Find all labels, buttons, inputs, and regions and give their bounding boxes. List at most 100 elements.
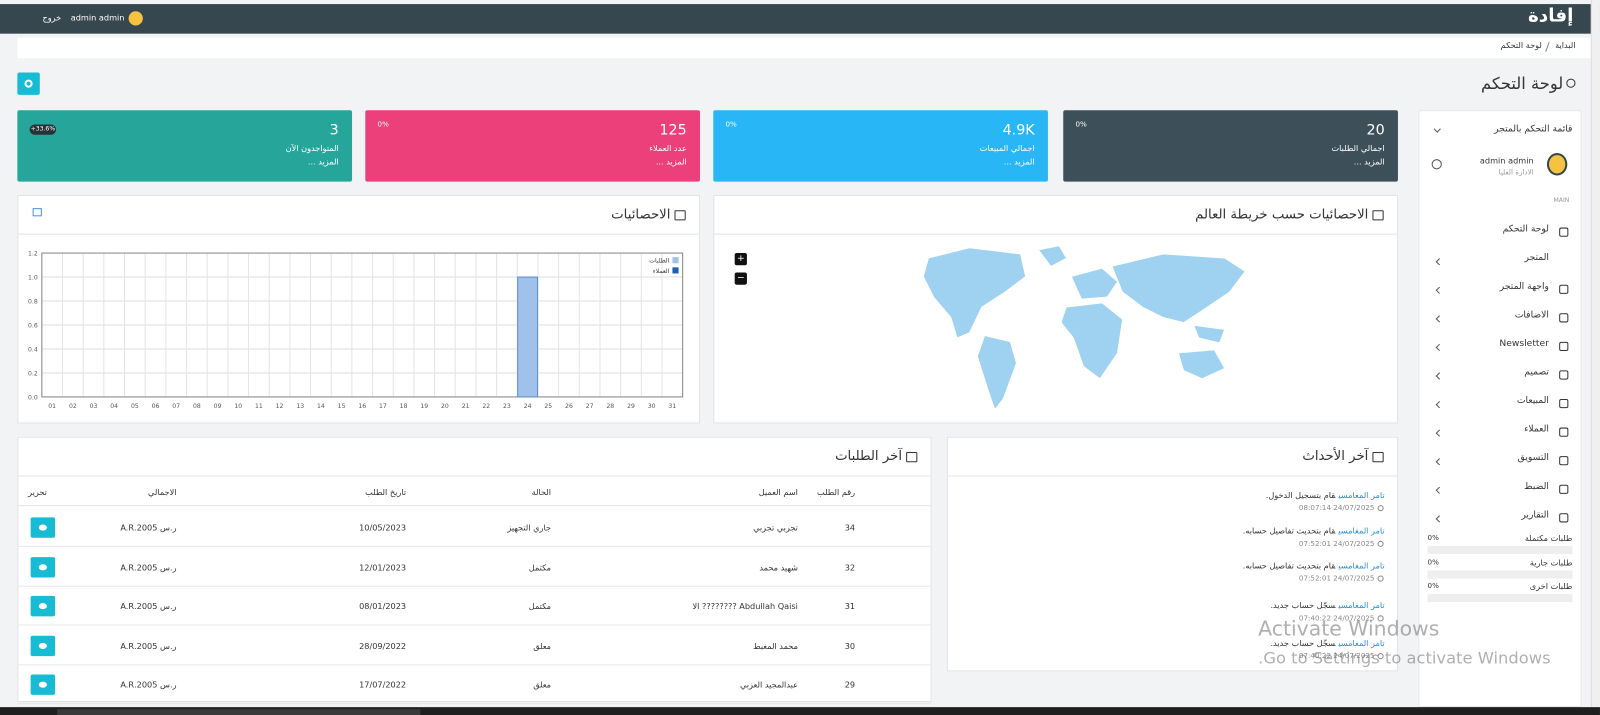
- scrollbar: [1590, 0, 1600, 708]
- event-user[interactable]: تامر المغامسي: [1338, 561, 1385, 571]
- stat-value: 20: [1366, 122, 1385, 139]
- panel: الاحصائيات 0.0 0.2 0.4 0.6 0.8 1.0 1.2 01 02 03 04 0…: [17, 194, 700, 424]
- menu-label: المبيعات: [1516, 395, 1549, 407]
- user-menu[interactable]: admin admin: [70, 13, 125, 23]
- gear-icon: [24, 79, 33, 88]
- stat-more[interactable]: المزيد ...: [655, 157, 687, 167]
- x-tick-label: 26: [565, 403, 573, 410]
- breadcrumb-bar: البداية لوحة التحكم: [17, 37, 1599, 59]
- x-tick-label: 16: [358, 403, 366, 410]
- column-header: الاجمالي: [148, 487, 177, 497]
- avatar: [128, 11, 143, 26]
- panel-header: [18, 196, 699, 235]
- view-button[interactable]: [30, 635, 56, 656]
- table-row: 34 تجربي تجربي جاري التجهيز 10/05/2023 ر.س 2…: [18, 508, 931, 547]
- logout[interactable]: خروج: [42, 13, 62, 23]
- stat-label: المتواجدون الآن: [285, 143, 339, 154]
- event-user[interactable]: تامر المغامسي: [1338, 526, 1385, 536]
- legend-swatch: [672, 257, 679, 264]
- event-user[interactable]: تامر المغامسي: [1338, 638, 1385, 648]
- event-line: تامر المغامسيسجّل حساب جديد.: [1050, 601, 1385, 613]
- stat-more[interactable]: المزيد ...: [1003, 157, 1035, 167]
- legend-swatch: [672, 267, 679, 274]
- panel-title: آخر الطلبات: [835, 448, 903, 465]
- menu-item[interactable]: التقارير: [1419, 507, 1580, 531]
- event-line: تامر المغامسيقام بتحديث تفاصيل حسابه.: [1050, 561, 1385, 573]
- calendar-icon[interactable]: [32, 208, 42, 217]
- continent: [1178, 349, 1225, 379]
- menu-label: التقارير: [1521, 510, 1549, 521]
- menu-label: لوحة التحكم: [1502, 224, 1549, 235]
- sidebar-settings[interactable]: [1431, 159, 1442, 170]
- x-tick-label: 07: [172, 403, 180, 410]
- x-tick-label: 31: [668, 403, 676, 410]
- stat-more[interactable]: المزيد ...: [307, 157, 339, 167]
- table-cell: عبدالمجيد العزبي: [739, 680, 798, 690]
- settings-button[interactable]: [17, 72, 40, 95]
- taskbar-search[interactable]: [57, 709, 421, 715]
- menu-item[interactable]: التسويق: [1419, 450, 1580, 474]
- panel-icon: [1372, 452, 1384, 463]
- menu-label: المتجر: [1524, 253, 1549, 264]
- menu-item[interactable]: Newsletter: [1419, 336, 1580, 360]
- panel-icon: [906, 452, 918, 463]
- table-cell: شهيد محمد: [759, 562, 798, 572]
- sidebar-title: قائمة التحكم بالمتجر: [1494, 124, 1573, 135]
- menu-label: التسويق: [1517, 453, 1549, 464]
- breadcrumb-home[interactable]: البداية: [1555, 40, 1576, 50]
- event-user[interactable]: تامر المغامسي: [1338, 490, 1385, 500]
- table-cell: تجربي تجربي: [753, 523, 798, 533]
- menu-icon: [1559, 427, 1569, 437]
- menu-item[interactable]: واجهة المتجر: [1419, 279, 1580, 303]
- watermark-title: Activate Windows: [1258, 616, 1440, 641]
- eye-icon: [38, 642, 47, 649]
- menu-icon: [1559, 513, 1569, 523]
- table-cell: ر.س 2005.A.R: [120, 680, 177, 690]
- column-header: الحالة: [531, 487, 552, 497]
- menu-item[interactable]: المبيعات: [1419, 393, 1580, 417]
- menu-item[interactable]: الاضافات: [1419, 307, 1580, 331]
- menu-item[interactable]: العملاء: [1419, 421, 1580, 445]
- chevron: [1433, 125, 1441, 133]
- table-cell: ر.س 2005.A.R: [120, 523, 177, 533]
- continent: [977, 335, 1017, 410]
- event-time: 24/07/2025 07:40:22: [1298, 652, 1375, 661]
- x-tick-label: 11: [255, 403, 263, 410]
- view-button[interactable]: [30, 595, 56, 617]
- menu-item[interactable]: الضبط: [1419, 479, 1580, 503]
- column-header: رقم الطلب: [817, 487, 856, 497]
- view-button[interactable]: [30, 556, 56, 578]
- panel-header: [947, 438, 1397, 477]
- menu-icon: [1559, 484, 1569, 494]
- event-user[interactable]: تامر المغامسي: [1338, 601, 1385, 611]
- menu-item[interactable]: لوحة التحكم: [1419, 221, 1580, 245]
- menu-label: الاضافات: [1514, 310, 1549, 321]
- table-cell: 34: [844, 523, 856, 533]
- menu-item[interactable]: تصميم: [1419, 364, 1580, 388]
- stat-label: عدد العملاء: [649, 143, 687, 154]
- x-tick-label: 18: [400, 403, 408, 410]
- panel-header: [18, 438, 931, 477]
- x-tick-label: 02: [69, 403, 77, 410]
- panel-title: الاحصائيات: [611, 207, 671, 223]
- clock-icon: [1377, 653, 1384, 660]
- stat-more[interactable]: المزيد ...: [1353, 157, 1385, 167]
- x-tick-label: 21: [462, 403, 470, 410]
- table-cell: 17/07/2022: [359, 680, 407, 690]
- x-tick-label: 08: [193, 403, 201, 410]
- progress-label: طلبات اخرى: [1529, 581, 1573, 591]
- logo[interactable]: إفادة: [1527, 5, 1574, 27]
- stat-card: 3 المتواجدون الآن المزيد ... 33.6%+: [17, 110, 353, 182]
- event-action: قام بتسجيل الدخول.: [1265, 490, 1336, 500]
- view-button[interactable]: [30, 517, 56, 538]
- map-zoom-button[interactable]: +: [734, 253, 747, 266]
- clock-icon: [1377, 505, 1384, 512]
- y-tick-label: 0.2: [28, 371, 38, 378]
- menu-icon: [1559, 341, 1569, 352]
- view-button[interactable]: [30, 674, 56, 695]
- map-zoom-button[interactable]: −: [734, 272, 747, 285]
- menu-item[interactable]: المتجر: [1419, 250, 1580, 274]
- x-tick-label: 29: [627, 403, 635, 410]
- menu-icon: [1559, 370, 1569, 380]
- menu-label: Newsletter: [1499, 338, 1549, 349]
